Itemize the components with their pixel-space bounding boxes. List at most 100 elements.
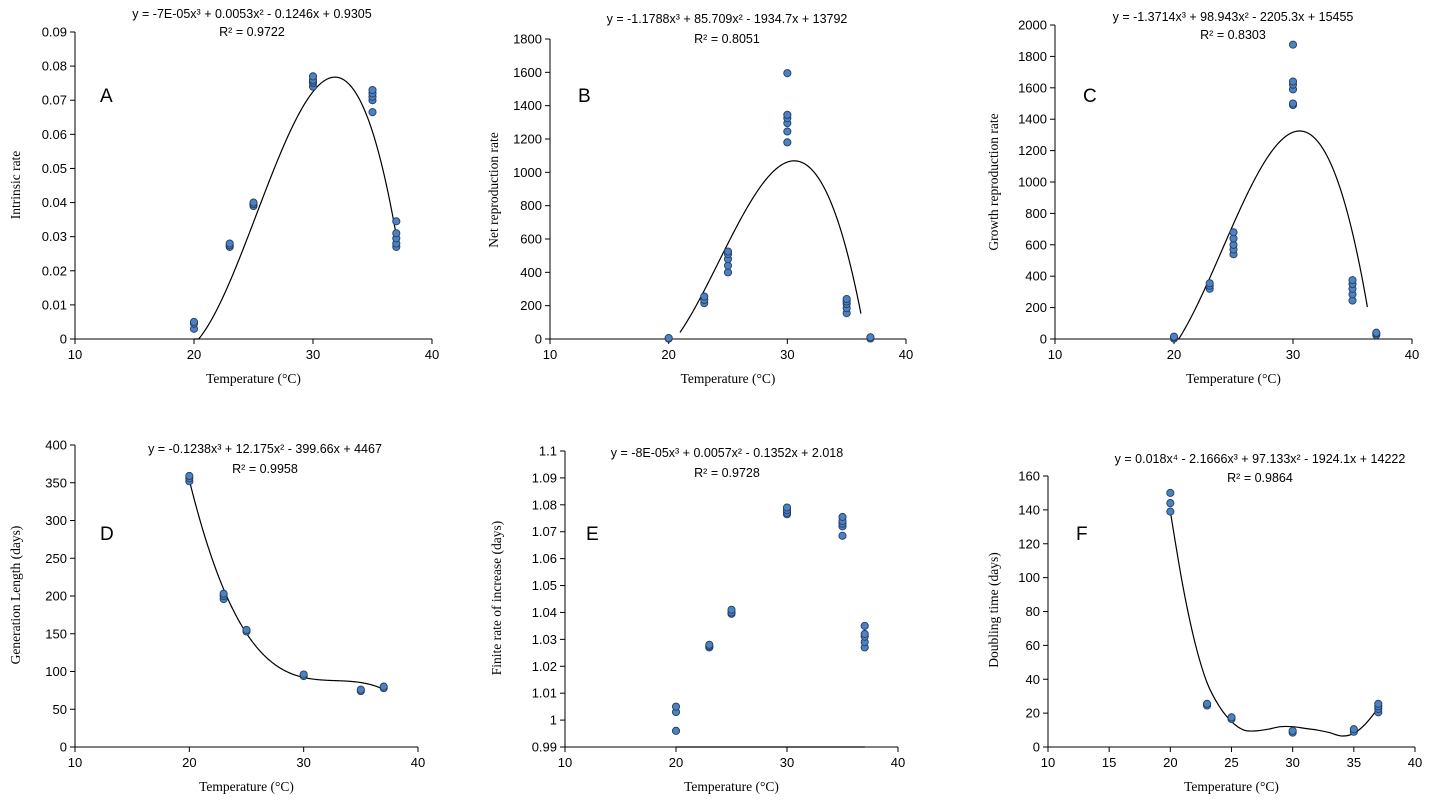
y-tick-label: 600 — [1025, 237, 1047, 252]
y-tick-label: 1.06 — [532, 551, 557, 566]
panel-C: 0 200 400 600 800 1000 1200 1400 1600 1800 2000 10 2… — [986, 10, 1419, 386]
x-axis-label: Temperature (°C) — [1186, 371, 1281, 386]
data-point — [782, 503, 792, 512]
data-point — [1348, 276, 1357, 285]
data-point — [842, 294, 851, 304]
x-tick-label: 20 — [1163, 755, 1177, 770]
data-point — [368, 85, 377, 95]
y-axis-label: Growth reproduction rate — [986, 113, 1001, 250]
data-point — [671, 702, 681, 711]
y-axis-label: Net reproduction rate — [486, 132, 501, 247]
y-tick-label: 0 — [1040, 332, 1047, 347]
data-point — [838, 512, 847, 521]
data-point — [1166, 507, 1175, 516]
data-point — [671, 726, 681, 735]
y-tick-label: 1600 — [513, 65, 542, 80]
y-tick-label: 350 — [45, 475, 67, 490]
trendline — [188, 480, 384, 690]
data-point — [705, 640, 714, 649]
x-axis-label: Temperature (°C) — [1184, 779, 1279, 794]
y-tick-label: 200 — [520, 298, 542, 313]
y-tick-label: 0.01 — [42, 297, 67, 312]
x-axis-label: Temperature (°C) — [199, 779, 294, 794]
data-point — [368, 108, 377, 117]
x-tick-label: 30 — [306, 347, 320, 362]
panel-E: 0.99 1 1.01 1.02 1.03 1.04 1.05 1.06 1.07 1.08 1.0… — [489, 444, 905, 795]
trendline — [1176, 130, 1368, 340]
x-axis-label: Temperature (°C) — [206, 371, 301, 386]
data-point — [225, 239, 234, 248]
y-tick-label: 0.05 — [42, 161, 67, 176]
data-point — [356, 685, 365, 694]
x-tick-label: 40 — [1408, 755, 1422, 770]
y-axis-label: Intrinsic rate — [8, 151, 23, 220]
y-tick-label: 600 — [520, 232, 542, 247]
data-point — [392, 229, 401, 238]
y-tick-label: 0.02 — [42, 263, 67, 278]
y-tick-label: 1.07 — [532, 524, 557, 539]
panel-letter: C — [1083, 86, 1097, 107]
x-tick-label: 10 — [543, 347, 557, 362]
y-tick-label: 300 — [45, 513, 67, 528]
y-tick-label: 40 — [1026, 672, 1040, 687]
x-tick-label: 30 — [1285, 755, 1299, 770]
y-tick-label: 1200 — [1018, 143, 1047, 158]
y-tick-label: 0.03 — [42, 229, 67, 244]
y-tick-label: 1.09 — [532, 470, 557, 485]
y-tick-label: 0 — [535, 332, 542, 347]
data-point — [700, 292, 709, 301]
trendline — [194, 76, 397, 340]
x-tick-label: 20 — [187, 347, 201, 362]
y-tick-label: 250 — [45, 551, 67, 566]
y-tick-label: 0 — [1033, 740, 1040, 755]
y-tick-label: 120 — [1018, 536, 1040, 551]
y-tick-label: 0.09 — [42, 25, 67, 40]
y-tick-label: 0.06 — [42, 127, 67, 142]
x-tick-label: 20 — [669, 755, 683, 770]
data-point — [219, 589, 228, 598]
panel-D: 0 50 100 150 200 250 300 350 400 10 20 30 40 Temperat… — [8, 438, 425, 795]
x-tick-label: 30 — [780, 347, 794, 362]
x-tick-label: 40 — [899, 347, 913, 362]
x-axis-label: Temperature (°C) — [681, 371, 776, 386]
y-tick-label: 20 — [1026, 706, 1040, 721]
y-tick-label: 1200 — [513, 132, 542, 147]
data-point — [249, 198, 258, 207]
trendline-equation: y = -8E-05x³ + 0.0057x² - 0.1352x + 2.01… — [611, 446, 843, 460]
y-tick-label: 0.07 — [42, 93, 67, 108]
data-point — [189, 317, 199, 326]
data-point — [727, 605, 736, 614]
x-tick-label: 10 — [68, 347, 82, 362]
data-point — [1205, 279, 1214, 288]
y-tick-label: 200 — [45, 589, 67, 604]
r-squared-label: R² = 0.9864 — [1227, 471, 1293, 485]
data-point — [723, 261, 733, 270]
y-tick-label: 1.1 — [539, 444, 557, 459]
r-squared-label: R² = 0.9958 — [232, 462, 298, 476]
y-tick-label: 400 — [45, 438, 67, 453]
y-tick-label: 1.01 — [532, 686, 557, 701]
r-squared-label: R² = 0.8051 — [694, 32, 760, 46]
y-tick-label: 50 — [53, 702, 67, 717]
data-point — [1349, 725, 1358, 734]
data-point — [1166, 499, 1175, 508]
data-point — [308, 72, 318, 81]
y-tick-label: 0.04 — [42, 195, 67, 210]
data-point — [1169, 332, 1179, 341]
y-tick-label: 100 — [45, 664, 67, 679]
data-point — [242, 625, 251, 635]
x-tick-label: 10 — [558, 755, 572, 770]
x-tick-label: 20 — [182, 755, 196, 770]
panel-F: 0 20 40 60 80 100 120 140 160 10 15 20 25 30 35 40 Tempe… — [986, 452, 1422, 794]
data-point — [723, 247, 733, 256]
data-point — [783, 110, 792, 119]
data-point — [1166, 488, 1175, 497]
y-tick-label: 200 — [1025, 300, 1047, 315]
y-tick-label: 800 — [520, 198, 542, 213]
y-tick-label: 1600 — [1018, 80, 1047, 95]
y-tick-label: 1.04 — [532, 605, 557, 620]
x-tick-label: 10 — [68, 755, 82, 770]
trendline — [679, 160, 862, 333]
data-point — [866, 333, 875, 342]
